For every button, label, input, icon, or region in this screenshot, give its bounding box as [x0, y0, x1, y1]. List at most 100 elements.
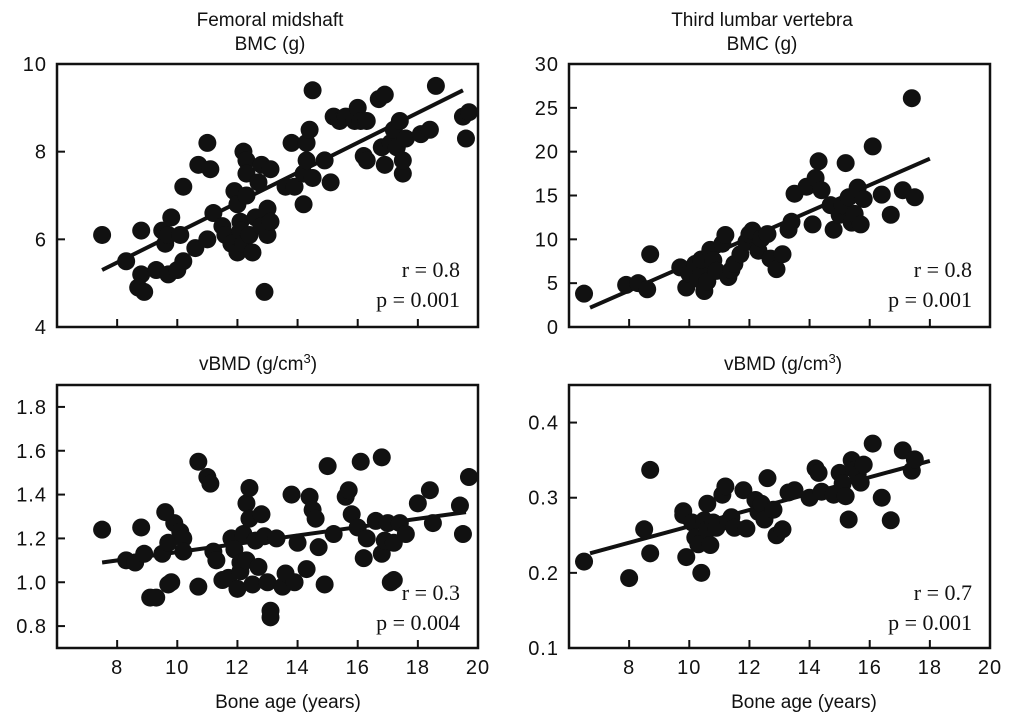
data-point — [390, 111, 409, 130]
y-tick-label: 10 — [535, 229, 559, 251]
y-tick-label: 0.2 — [528, 563, 559, 585]
x-tick-label: 12 — [225, 657, 249, 679]
panel-title-close: ) — [836, 354, 842, 375]
data-point — [243, 575, 262, 594]
data-point — [459, 468, 478, 487]
data-point — [237, 151, 256, 170]
data-point — [174, 529, 193, 548]
x-ticks: 8 10 12 14 16 18 20 — [111, 640, 490, 679]
data-point — [204, 204, 223, 223]
data-point — [249, 173, 268, 192]
data-point — [575, 284, 594, 303]
data-point — [635, 520, 654, 539]
data-point — [198, 133, 217, 152]
data-point — [306, 509, 325, 528]
data-point — [809, 152, 828, 171]
data-point — [453, 525, 472, 544]
p-value: p = 0.001 — [376, 287, 460, 312]
data-point — [393, 151, 412, 170]
x-tick-label: 10 — [165, 657, 189, 679]
data-point — [240, 479, 259, 498]
panel-title: Femoral midshaft — [197, 10, 344, 31]
data-point — [716, 225, 735, 244]
y-tick-label: 1.2 — [16, 528, 47, 550]
data-point — [354, 549, 373, 568]
data-point — [258, 573, 277, 592]
data-point — [698, 494, 717, 513]
data-point — [93, 520, 112, 539]
data-point — [384, 571, 403, 590]
x-tick-label: 18 — [918, 657, 942, 679]
y-tick-label: 0.3 — [528, 488, 559, 510]
data-point — [303, 168, 322, 187]
data-point — [237, 186, 256, 205]
panel-lumbar-bmc: Third lumbar vertebra BMC (g) 0 5 10 15 20 25… — [535, 10, 992, 339]
data-point — [881, 511, 900, 530]
y-ticks: 0 5 10 15 20 25 30 — [535, 54, 577, 339]
panel-subtitle: BMC (g) — [235, 34, 306, 55]
data-points — [93, 76, 478, 301]
data-point — [252, 505, 271, 524]
y-tick-label: 4 — [35, 317, 47, 339]
data-point — [261, 160, 280, 179]
data-point — [902, 89, 921, 108]
data-point — [863, 434, 882, 453]
data-point — [839, 510, 858, 529]
data-point — [201, 160, 220, 179]
x-tick-label: 14 — [797, 657, 821, 679]
x-tick-label: 8 — [111, 657, 123, 679]
panel-femoral-vbmd: vBMD (g/cm3) 0.8 1.0 1.2 1.4 1.6 1.8 8 10 12 14 1… — [16, 351, 490, 714]
x-axis-label: Bone age (years) — [215, 692, 361, 713]
data-point — [824, 220, 843, 239]
data-point — [315, 575, 334, 594]
data-point — [132, 518, 151, 537]
data-point — [716, 477, 735, 496]
data-point — [851, 473, 870, 492]
data-point — [243, 243, 262, 262]
data-point — [734, 481, 753, 500]
data-point — [162, 573, 181, 592]
data-point — [863, 137, 882, 156]
data-point — [309, 538, 328, 557]
data-point — [758, 225, 777, 244]
data-point — [426, 76, 445, 95]
data-point — [701, 536, 720, 555]
data-point — [174, 177, 193, 196]
data-point — [758, 469, 777, 488]
y-tick-label: 10 — [23, 54, 47, 76]
p-value: p = 0.001 — [888, 287, 972, 312]
panel-title-superscript: 3 — [303, 351, 310, 366]
data-point — [357, 529, 376, 548]
data-point — [288, 533, 307, 552]
data-point — [357, 111, 376, 130]
data-point — [339, 481, 358, 500]
panel-lumbar-vbmd: vBMD (g/cm3) 0.10.20.30.4 8 10 12 14 16 18 20 … — [528, 351, 1001, 714]
data-point — [171, 225, 190, 244]
data-point — [773, 520, 792, 539]
x-tick-label: 20 — [466, 657, 490, 679]
data-point — [198, 230, 217, 249]
data-point — [375, 85, 394, 104]
r-value: r = 0.3 — [402, 580, 460, 605]
y-tick-label: 1.0 — [16, 572, 47, 594]
data-point — [321, 173, 340, 192]
data-point — [851, 215, 870, 234]
data-point — [905, 188, 924, 207]
y-tick-label: 1.4 — [16, 485, 47, 507]
data-point — [249, 557, 268, 576]
data-point — [297, 151, 316, 170]
data-point — [228, 579, 247, 598]
x-tick-label: 16 — [346, 657, 370, 679]
data-point — [357, 151, 376, 170]
panel-subtitle: BMC (g) — [727, 34, 798, 55]
data-point — [117, 252, 136, 271]
panel-femoral-bmc: Femoral midshaft BMC (g) 4 6 8 10 r = 0.8 p… — [23, 10, 480, 339]
data-point — [575, 552, 594, 571]
data-point — [773, 245, 792, 264]
x-ticks — [628, 319, 991, 327]
data-point — [351, 452, 370, 471]
y-tick-label: 0.4 — [528, 413, 559, 435]
data-point — [836, 154, 855, 173]
panel-title-superscript: 3 — [828, 351, 835, 366]
